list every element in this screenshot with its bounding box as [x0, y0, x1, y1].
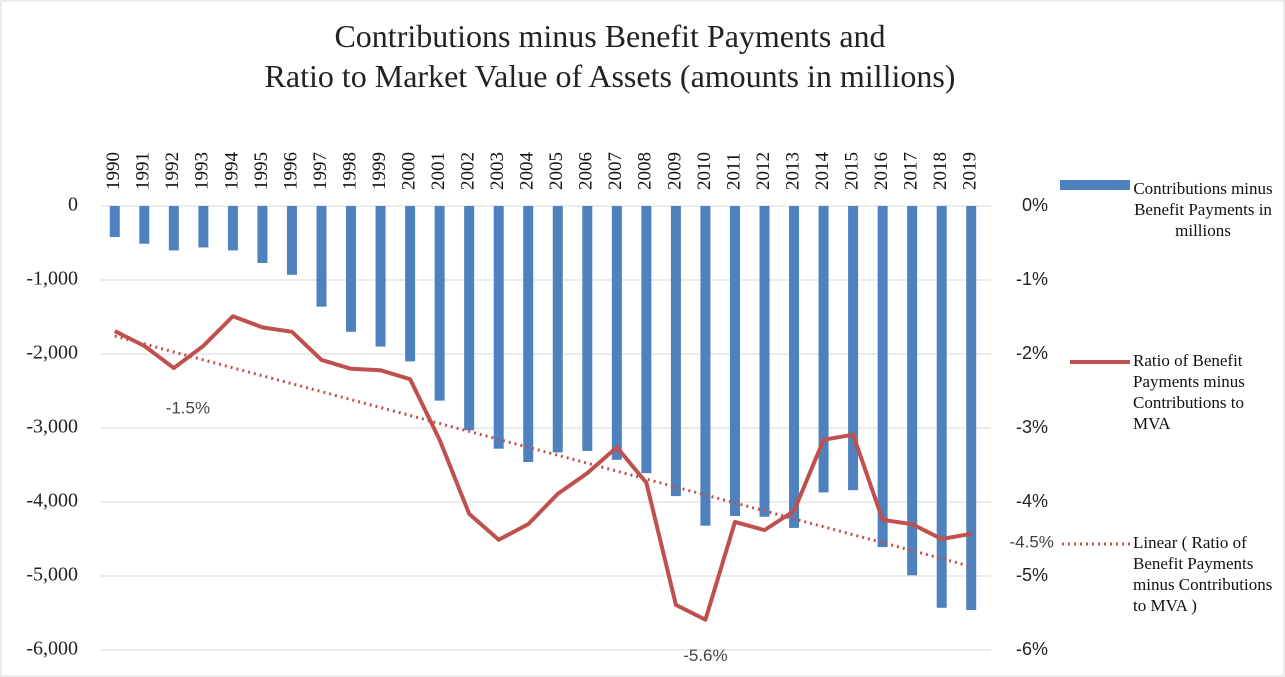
data-label: -1.5% [166, 399, 210, 418]
x-tick-label: 2012 [753, 152, 774, 190]
bar [552, 206, 563, 453]
line [113, 314, 972, 622]
x-tick-label: 1994 [221, 152, 242, 191]
y-tick-label: -2,000 [26, 342, 78, 364]
x-tick-label: 2015 [841, 152, 862, 190]
legend-label: Ratio of Benefit Payments minus Contribu… [1133, 351, 1245, 433]
y2-tick-label: -1% [1016, 269, 1048, 289]
x-tick-label: 2017 [901, 152, 922, 190]
chart-title: Ratio to Market Value of Assets (amounts… [264, 58, 956, 94]
bar [582, 206, 593, 451]
y-tick-label: -6,000 [26, 638, 78, 660]
bar [464, 206, 475, 431]
bar [641, 206, 652, 474]
bar [139, 206, 150, 244]
data-label: -4.5% [1009, 532, 1053, 551]
bar [198, 206, 209, 248]
bar [700, 206, 711, 526]
x-tick-label: 2003 [487, 152, 508, 190]
bar [907, 206, 918, 576]
y-tick-label: -3,000 [26, 416, 78, 438]
bar [227, 206, 238, 251]
bar [936, 206, 947, 608]
trendline [114, 334, 972, 568]
x-tick-label: 1996 [280, 152, 301, 190]
y-tick-label: -1,000 [26, 268, 78, 290]
bar [877, 206, 888, 548]
legend-label: Contributions minus Benefit Payments in … [1133, 179, 1273, 240]
y2-tick-label: -6% [1016, 639, 1048, 659]
bar [523, 206, 534, 463]
x-tick-label: 1998 [339, 152, 360, 190]
bar [346, 206, 357, 332]
bar [611, 206, 622, 460]
bar [405, 206, 416, 362]
x-tick-label: 2016 [871, 152, 892, 190]
x-tick-label: 2011 [723, 153, 744, 190]
y2-tick-label: -5% [1016, 565, 1048, 585]
x-tick-label: 1997 [310, 152, 331, 190]
bar [759, 206, 770, 517]
legend-swatch [1060, 180, 1130, 190]
bar [375, 206, 386, 347]
x-tick-label: 2000 [398, 152, 419, 190]
x-tick-label: 2001 [428, 152, 449, 190]
bar [670, 206, 681, 497]
legend-label: Linear ( Ratio of Benefit Payments minus… [1133, 533, 1273, 615]
bar [257, 206, 268, 263]
x-tick-label: 2019 [960, 152, 981, 190]
y-tick-label: -5,000 [26, 564, 78, 586]
data-label: -5.6% [683, 646, 727, 665]
x-tick-label: 2004 [517, 152, 538, 191]
x-tick-label: 2002 [458, 152, 479, 190]
x-tick-label: 1992 [162, 152, 183, 190]
y2-tick-label: -2% [1016, 343, 1048, 363]
bar [848, 206, 859, 491]
x-tick-label: 2006 [576, 152, 597, 190]
y2-tick-label: -3% [1016, 417, 1048, 437]
chart-title: Contributions minus Benefit Payments and [334, 18, 886, 54]
y-tick-label: -4,000 [26, 490, 78, 512]
bar [729, 206, 740, 517]
x-tick-label: 2018 [930, 152, 951, 190]
x-tick-label: 2009 [664, 152, 685, 190]
bar [789, 206, 800, 528]
x-tick-label: 2013 [782, 152, 803, 190]
bar [966, 206, 977, 611]
bar [286, 206, 297, 275]
bar [493, 206, 504, 449]
x-tick-label: 2007 [605, 152, 626, 190]
x-tick-label: 2005 [546, 152, 567, 190]
x-tick-label: 1991 [133, 152, 154, 190]
bar [434, 206, 445, 401]
y2-tick-label: -4% [1016, 491, 1048, 511]
x-tick-label: 1990 [103, 152, 124, 190]
x-tick-label: 2014 [812, 152, 833, 191]
bar [316, 206, 327, 307]
y-tick-label: 0 [68, 194, 78, 216]
bar [818, 206, 829, 493]
x-tick-label: 2008 [635, 152, 656, 190]
x-tick-label: 1999 [369, 152, 390, 190]
x-tick-label: 2010 [694, 152, 715, 190]
bar [109, 206, 120, 238]
bar [168, 206, 179, 251]
x-tick-label: 1995 [251, 152, 272, 190]
x-tick-label: 1993 [192, 152, 213, 190]
y2-tick-label: 0% [1022, 195, 1048, 215]
